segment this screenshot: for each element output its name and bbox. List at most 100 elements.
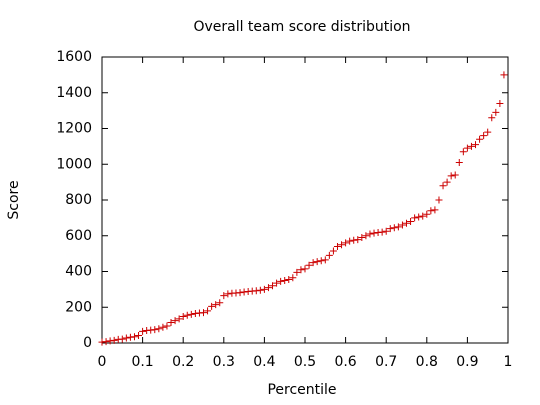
point <box>236 289 244 297</box>
point <box>472 141 480 149</box>
point <box>419 212 427 220</box>
point <box>459 148 467 156</box>
x-tick-label: 0.5 <box>294 354 316 370</box>
point <box>350 236 358 244</box>
point <box>171 317 179 325</box>
x-tick-label: 0.6 <box>334 354 356 370</box>
y-tick-label: 1400 <box>56 85 92 101</box>
point <box>423 210 431 218</box>
chart-title: Overall team score distribution <box>193 19 410 35</box>
point <box>130 333 138 341</box>
point <box>431 206 439 214</box>
point <box>411 214 419 222</box>
point <box>139 327 147 335</box>
point <box>415 213 423 221</box>
x-tick-label: 0 <box>98 354 107 370</box>
point <box>390 224 398 232</box>
point <box>240 288 248 296</box>
point <box>301 265 309 273</box>
x-tick-label: 0.3 <box>213 354 235 370</box>
x-tick-label: 0.7 <box>375 354 397 370</box>
point <box>358 234 366 242</box>
point <box>220 292 228 300</box>
point <box>289 274 297 282</box>
y-tick-label: 0 <box>83 335 92 351</box>
point <box>126 333 134 341</box>
point <box>309 259 317 267</box>
point <box>260 285 268 293</box>
point <box>476 135 484 143</box>
point <box>370 229 378 237</box>
y-tick-label: 1600 <box>56 49 92 65</box>
point <box>269 282 277 290</box>
point <box>191 310 199 318</box>
y-tick-label: 400 <box>65 264 92 280</box>
point <box>305 261 313 269</box>
x-tick-label: 0.8 <box>416 354 438 370</box>
point <box>451 171 459 179</box>
point <box>366 230 374 238</box>
point <box>338 241 346 249</box>
point <box>407 217 415 225</box>
point <box>110 336 118 344</box>
point <box>313 258 321 266</box>
y-tick-label: 200 <box>65 299 92 315</box>
point <box>386 225 394 233</box>
point <box>378 228 386 236</box>
point <box>362 232 370 240</box>
x-tick-label: 0.9 <box>456 354 478 370</box>
point <box>293 268 301 276</box>
point <box>447 172 455 180</box>
y-tick-label: 800 <box>65 192 92 208</box>
point <box>224 290 232 298</box>
point <box>151 326 159 334</box>
point <box>208 302 216 310</box>
y-axis-label: Score <box>6 180 22 219</box>
point <box>492 108 500 116</box>
point <box>187 310 195 318</box>
point <box>439 182 447 190</box>
point <box>382 227 390 235</box>
point <box>212 301 220 309</box>
plot-frame <box>101 56 509 344</box>
point <box>256 286 264 294</box>
point <box>147 326 155 334</box>
point <box>297 266 305 274</box>
y-tick-label: 1200 <box>56 121 92 137</box>
point <box>273 279 281 287</box>
point <box>463 144 471 152</box>
point <box>106 337 114 345</box>
point <box>317 257 325 265</box>
x-tick-label: 0.4 <box>253 354 275 370</box>
point <box>163 322 171 330</box>
y-tick-label: 1000 <box>56 156 92 172</box>
point <box>155 325 163 333</box>
point <box>496 99 504 107</box>
point <box>264 284 272 292</box>
point <box>285 276 293 284</box>
point <box>427 207 435 215</box>
point <box>102 338 110 346</box>
point <box>329 247 337 255</box>
x-tick-label: 1 <box>504 354 513 370</box>
point <box>159 323 167 331</box>
point <box>200 309 207 317</box>
point <box>216 299 224 307</box>
point <box>118 335 126 343</box>
point <box>467 142 475 150</box>
point <box>333 242 341 250</box>
point <box>325 251 333 259</box>
x-axis-label: Percentile <box>267 382 336 398</box>
x-tick-label: 0.2 <box>172 354 194 370</box>
point <box>398 221 406 229</box>
point <box>346 237 354 245</box>
point <box>175 315 183 323</box>
point <box>394 223 402 231</box>
point <box>277 277 285 285</box>
point <box>480 132 488 140</box>
point <box>342 239 350 247</box>
point <box>484 128 492 136</box>
point <box>435 196 443 204</box>
point <box>403 219 410 227</box>
